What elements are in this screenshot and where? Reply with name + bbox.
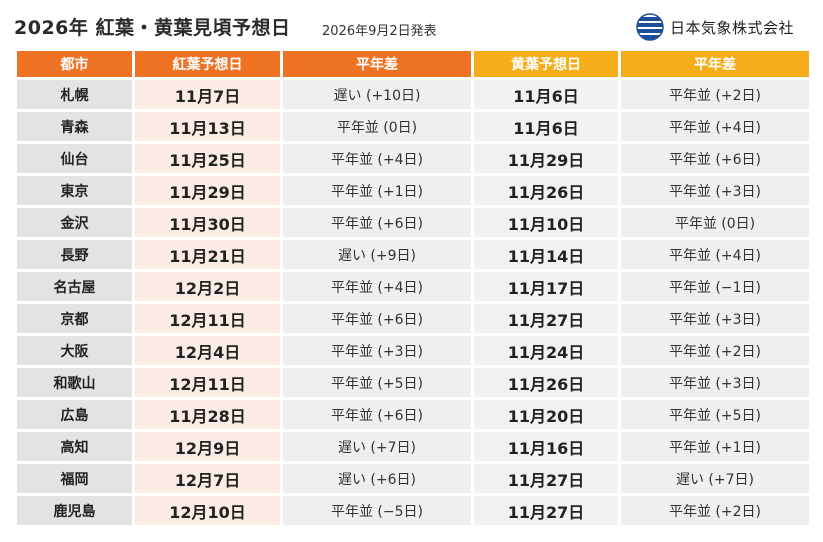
city-cell: 札幌 [17, 80, 132, 109]
column-header-ko-date: 黄葉予想日 [474, 51, 618, 77]
koyo-diff-cell: 遅い (+6日) [283, 464, 471, 493]
koyo-date-cell: 11月30日 [135, 208, 280, 237]
column-header-city: 都市 [17, 51, 132, 77]
city-cell: 鹿児島 [17, 496, 132, 525]
table-row: 青森 11月13日 平年並 (0日) 11月6日 平年並 (+4日) [17, 112, 809, 141]
koyo-date-cell: 12月2日 [135, 272, 280, 301]
koyo-date-cell: 12月11日 [135, 304, 280, 333]
ko-diff-cell: 平年並 (+5日) [621, 400, 809, 429]
koyo-date-cell: 11月25日 [135, 144, 280, 173]
ko-date-cell: 11月24日 [474, 336, 618, 365]
announcement-date: 2026年9月2日発表 [322, 24, 437, 39]
koyo-date-cell: 11月21日 [135, 240, 280, 269]
koyo-diff-cell: 遅い (+10日) [283, 80, 471, 109]
ko-diff-cell: 平年並 (+1日) [621, 432, 809, 461]
column-header-koyo-diff: 平年差 [283, 51, 471, 77]
city-cell: 広島 [17, 400, 132, 429]
koyo-date-cell: 11月28日 [135, 400, 280, 429]
table-row: 鹿児島 12月10日 平年並 (−5日) 11月27日 平年並 (+2日) [17, 496, 809, 525]
koyo-date-cell: 12月10日 [135, 496, 280, 525]
city-cell: 金沢 [17, 208, 132, 237]
ko-diff-cell: 平年並 (+2日) [621, 336, 809, 365]
table-row: 東京 11月29日 平年並 (+1日) 11月26日 平年並 (+3日) [17, 176, 809, 205]
ko-diff-cell: 平年並 (+2日) [621, 496, 809, 525]
table-row: 京都 12月11日 平年並 (+6日) 11月27日 平年並 (+3日) [17, 304, 809, 333]
ko-date-cell: 11月6日 [474, 112, 618, 141]
company-logo: 日本気象株式会社 [636, 12, 820, 42]
page-title: 2026年 紅葉・黄葉見頃予想日 [14, 17, 291, 39]
koyo-date-cell: 12月9日 [135, 432, 280, 461]
table-row: 広島 11月28日 平年並 (+6日) 11月20日 平年並 (+5日) [17, 400, 809, 429]
city-cell: 東京 [17, 176, 132, 205]
table-row: 高知 12月9日 遅い (+7日) 11月16日 平年並 (+1日) [17, 432, 809, 461]
koyo-date-cell: 12月11日 [135, 368, 280, 397]
ko-diff-cell: 平年並 (+3日) [621, 176, 809, 205]
koyo-diff-cell: 遅い (+7日) [283, 432, 471, 461]
koyo-diff-cell: 平年並 (+6日) [283, 208, 471, 237]
ko-date-cell: 11月27日 [474, 496, 618, 525]
city-cell: 高知 [17, 432, 132, 461]
table-row: 長野 11月21日 遅い (+9日) 11月14日 平年並 (+4日) [17, 240, 809, 269]
city-cell: 青森 [17, 112, 132, 141]
koyo-diff-cell: 平年並 (+1日) [283, 176, 471, 205]
ko-diff-cell: 平年並 (+3日) [621, 304, 809, 333]
ko-diff-cell: 平年並 (−1日) [621, 272, 809, 301]
city-cell: 大阪 [17, 336, 132, 365]
koyo-diff-cell: 平年並 (+6日) [283, 304, 471, 333]
ko-date-cell: 11月26日 [474, 368, 618, 397]
table-row: 大阪 12月4日 平年並 (+3日) 11月24日 平年並 (+2日) [17, 336, 809, 365]
koyo-date-cell: 11月29日 [135, 176, 280, 205]
ko-diff-cell: 平年並 (+4日) [621, 240, 809, 269]
city-cell: 仙台 [17, 144, 132, 173]
ko-date-cell: 11月6日 [474, 80, 618, 109]
koyo-diff-cell: 平年並 (+3日) [283, 336, 471, 365]
ko-date-cell: 11月27日 [474, 304, 618, 333]
ko-date-cell: 11月17日 [474, 272, 618, 301]
ko-diff-cell: 平年並 (+2日) [621, 80, 809, 109]
ko-diff-cell: 遅い (+7日) [621, 464, 809, 493]
ko-date-cell: 11月27日 [474, 464, 618, 493]
table-header-row: 都市 紅葉予想日 平年差 黄葉予想日 平年差 [17, 51, 809, 77]
koyo-diff-cell: 平年並 (+4日) [283, 144, 471, 173]
company-name: 日本気象株式会社 [670, 19, 795, 37]
table-row: 名古屋 12月2日 平年並 (+4日) 11月17日 平年並 (−1日) [17, 272, 809, 301]
ko-diff-cell: 平年並 (+4日) [621, 112, 809, 141]
koyo-diff-cell: 平年並 (+4日) [283, 272, 471, 301]
ko-date-cell: 11月29日 [474, 144, 618, 173]
koyo-date-cell: 11月13日 [135, 112, 280, 141]
koyo-date-cell: 11月7日 [135, 80, 280, 109]
ko-date-cell: 11月26日 [474, 176, 618, 205]
koyo-diff-cell: 平年並 (+5日) [283, 368, 471, 397]
city-cell: 和歌山 [17, 368, 132, 397]
company-logo-icon [636, 13, 664, 41]
koyo-diff-cell: 遅い (+9日) [283, 240, 471, 269]
ko-date-cell: 11月20日 [474, 400, 618, 429]
ko-date-cell: 11月10日 [474, 208, 618, 237]
city-cell: 福岡 [17, 464, 132, 493]
city-cell: 名古屋 [17, 272, 132, 301]
table-row: 福岡 12月7日 遅い (+6日) 11月27日 遅い (+7日) [17, 464, 809, 493]
city-cell: 京都 [17, 304, 132, 333]
ko-date-cell: 11月14日 [474, 240, 618, 269]
column-header-ko-diff: 平年差 [621, 51, 809, 77]
ko-diff-cell: 平年並 (+6日) [621, 144, 809, 173]
koyo-diff-cell: 平年並 (−5日) [283, 496, 471, 525]
koyo-diff-cell: 平年並 (0日) [283, 112, 471, 141]
koyo-date-cell: 12月4日 [135, 336, 280, 365]
ko-date-cell: 11月16日 [474, 432, 618, 461]
ko-diff-cell: 平年並 (+3日) [621, 368, 809, 397]
koyo-date-cell: 12月7日 [135, 464, 280, 493]
table-row: 和歌山 12月11日 平年並 (+5日) 11月26日 平年並 (+3日) [17, 368, 809, 397]
table-row: 仙台 11月25日 平年並 (+4日) 11月29日 平年並 (+6日) [17, 144, 809, 173]
ko-diff-cell: 平年並 (0日) [621, 208, 809, 237]
table-row: 札幌 11月7日 遅い (+10日) 11月6日 平年並 (+2日) [17, 80, 809, 109]
koyo-diff-cell: 平年並 (+6日) [283, 400, 471, 429]
forecast-table: 都市 紅葉予想日 平年差 黄葉予想日 平年差 札幌 11月7日 遅い (+10日) 1… [14, 48, 812, 528]
city-cell: 長野 [17, 240, 132, 269]
table-row: 金沢 11月30日 平年並 (+6日) 11月10日 平年並 (0日) [17, 208, 809, 237]
column-header-koyo-date: 紅葉予想日 [135, 51, 280, 77]
